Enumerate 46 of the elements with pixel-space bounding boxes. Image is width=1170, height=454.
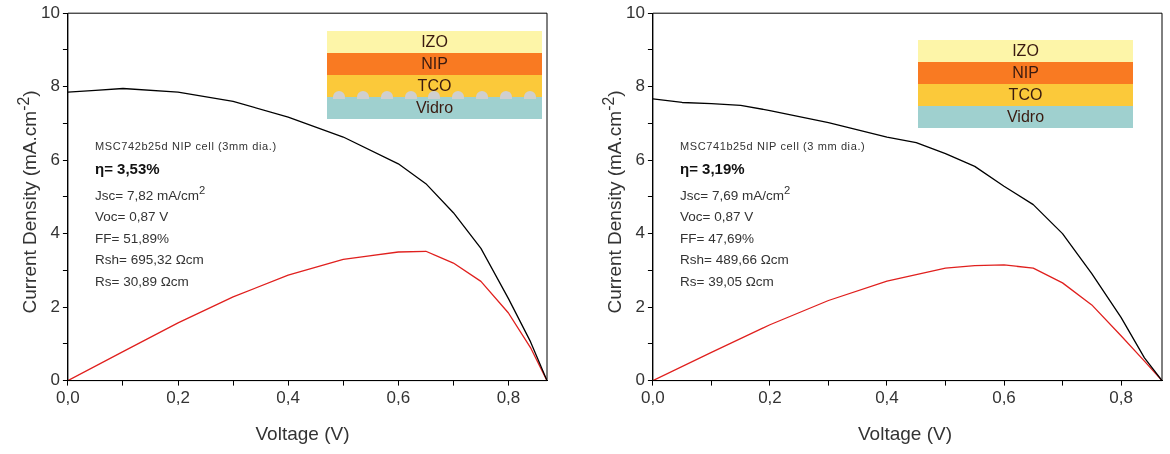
annotation: TCO: [417, 77, 452, 94]
y-tick-label: 6: [50, 149, 60, 169]
annotation: NIP: [1012, 64, 1039, 81]
annotation: Vidro: [415, 99, 454, 116]
annotation: Rsh= 489,66 Ωcm: [680, 251, 790, 270]
y-tick-label: 4: [635, 223, 645, 243]
x-axis-title: Voltage (V): [254, 423, 351, 445]
y-tick-label: 10: [40, 2, 60, 22]
annotation: MSC741b25d NIP cell (3 mm dia.): [680, 139, 866, 154]
x-tick-label: 0,8: [496, 388, 521, 408]
x-axis-title: Voltage (V): [857, 423, 953, 445]
x-tick-label: 0,4: [875, 388, 899, 408]
x-tick-label: 0,6: [992, 388, 1016, 408]
y-tick-label: 8: [50, 76, 60, 96]
annotation: MSC742b25d NIP cell (3mm dia.): [95, 139, 277, 154]
x-tick-label: 0,0: [641, 388, 665, 408]
y-tick-label: 6: [635, 149, 645, 169]
annotation: Rsh= 695,32 Ωcm: [95, 251, 205, 270]
x-tick-label: 0,0: [56, 388, 80, 408]
annotation: IZO: [421, 33, 448, 50]
y-tick-label: 0: [635, 370, 645, 390]
x-tick-label: 0,6: [386, 388, 411, 408]
annotation: η= 3,19%: [680, 158, 746, 179]
annotation: IZO: [1012, 42, 1039, 59]
y-tick-label: 4: [50, 223, 60, 243]
y-tick-label: 8: [635, 76, 645, 96]
y-tick-label: 2: [635, 296, 645, 316]
annotation: TCO: [1008, 86, 1043, 103]
y-tick-label: 10: [625, 2, 645, 22]
annotation: FF= 51,89%: [95, 229, 170, 248]
annotation: Rs= 30,89 Ωcm: [95, 273, 190, 292]
y-tick-label: 2: [50, 296, 60, 316]
x-tick-label: 0,8: [1109, 388, 1133, 408]
y-tick-label: 0: [50, 370, 60, 390]
annotation: η= 3,53%: [95, 158, 161, 179]
annotation: NIP: [421, 55, 448, 72]
annotation: FF= 47,69%: [680, 229, 755, 248]
annotation: Voc= 0,87 V: [95, 207, 170, 226]
annotation: Vidro: [1006, 108, 1045, 125]
annotation: Jsc= 7,82 mA/cm$^{2}$: [95, 182, 207, 205]
annotation: Rs= 39,05 Ωcm: [680, 273, 775, 292]
x-tick-label: 0,2: [166, 388, 190, 408]
x-tick-label: 0,2: [758, 388, 782, 408]
annotation: Voc= 0,87 V: [680, 207, 755, 226]
x-tick-label: 0,4: [276, 388, 300, 408]
annotation: Jsc= 7,69 mA/cm$^{2}$: [680, 182, 792, 205]
